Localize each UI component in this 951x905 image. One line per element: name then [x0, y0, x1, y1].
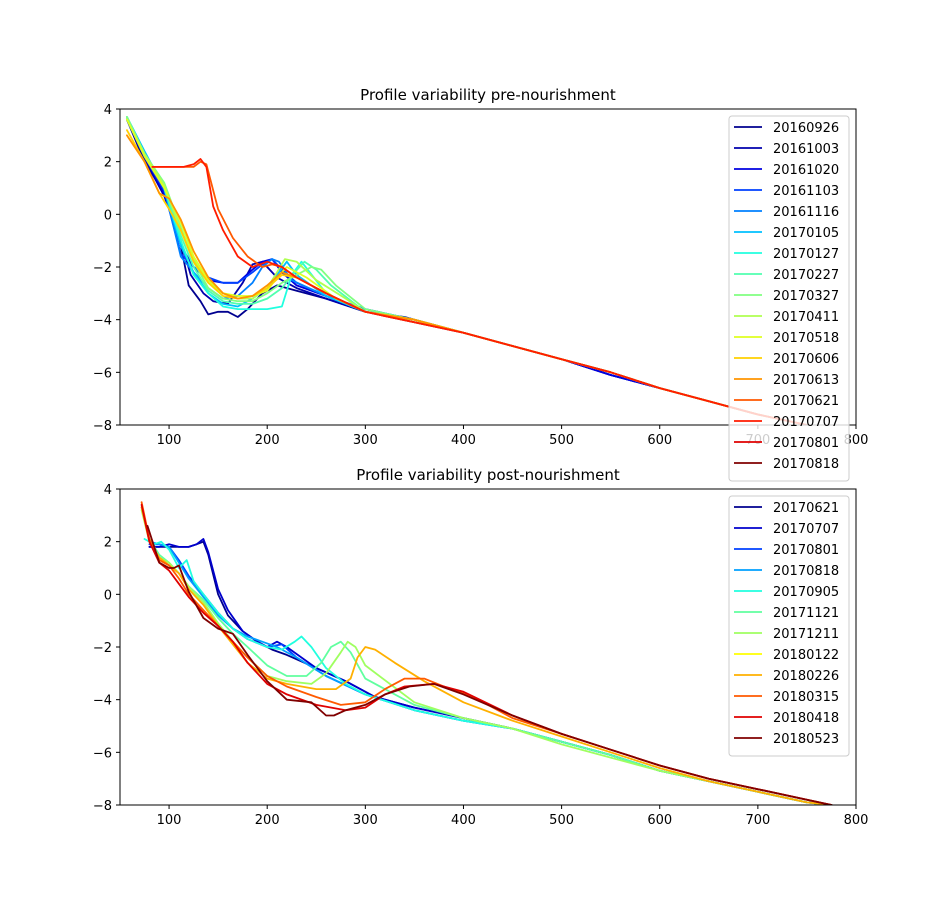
legend-label: 20180122 — [773, 648, 839, 663]
legend-label: 20170411 — [773, 310, 839, 325]
legend-label: 20170621 — [773, 394, 839, 409]
legend-label: 20170606 — [773, 352, 839, 367]
legend-label: 20161020 — [773, 163, 839, 178]
y-tick-label: 4 — [104, 483, 112, 498]
legend-label: 20170707 — [773, 522, 839, 537]
legend-label: 20170518 — [773, 331, 839, 346]
chart-title: Profile variability post-nourishment — [356, 466, 620, 484]
legend-label: 20170818 — [773, 564, 839, 579]
legend-label: 20170105 — [773, 226, 839, 241]
x-tick-label: 400 — [451, 813, 476, 828]
legend-label: 20170801 — [773, 543, 839, 558]
y-tick-label: −6 — [93, 746, 112, 761]
legend: 20160926 20161003 20161020 20161103 20161116… — [728, 115, 850, 482]
legend-label: 20170905 — [773, 585, 839, 600]
legend-label: 20161103 — [773, 184, 839, 199]
x-tick-label: 100 — [157, 813, 182, 828]
series-lines — [126, 116, 812, 425]
legend-label: 20170613 — [773, 373, 839, 388]
x-tick-label: 300 — [353, 433, 378, 448]
y-tick-label: −8 — [93, 799, 112, 814]
x-tick-label: 700 — [745, 813, 770, 828]
y-tick-label: −2 — [93, 641, 112, 656]
legend-label: 20160926 — [773, 121, 839, 136]
series-line-20180523 — [146, 525, 833, 805]
pre-nourishment-panel: 100200300400500600700800420−2−4−6−8Profi… — [93, 86, 869, 482]
x-tick-label: 800 — [844, 433, 869, 448]
legend-label: 20180418 — [773, 711, 839, 726]
x-tick-label: 200 — [255, 433, 280, 448]
legend: 20170621 20170707 20170801 20170818 20170905… — [728, 495, 850, 757]
legend-box — [728, 115, 850, 482]
series-line-20170707 — [151, 158, 812, 425]
x-tick-label: 100 — [157, 433, 182, 448]
legend-box — [728, 495, 850, 757]
legend-label: 20180315 — [773, 690, 839, 705]
y-tick-label: −4 — [93, 314, 112, 329]
x-tick-label: 300 — [353, 813, 378, 828]
x-tick-label: 500 — [549, 813, 574, 828]
legend-label: 20170227 — [773, 268, 839, 283]
y-tick-label: 0 — [104, 588, 112, 603]
series-lines — [140, 501, 833, 805]
y-tick-label: 0 — [104, 208, 112, 223]
x-tick-label: 800 — [844, 813, 869, 828]
chart-title: Profile variability pre-nourishment — [360, 86, 616, 104]
x-tick-label: 600 — [647, 433, 672, 448]
x-tick-label: 600 — [647, 813, 672, 828]
y-tick-label: 2 — [104, 536, 112, 551]
legend-label: 20170327 — [773, 289, 839, 304]
y-tick-label: −2 — [93, 261, 112, 276]
legend-label: 20170127 — [773, 247, 839, 262]
y-tick-label: −6 — [93, 366, 112, 381]
legend-label: 20161003 — [773, 142, 839, 157]
y-tick-label: 4 — [104, 103, 112, 118]
legend-label: 20161116 — [773, 205, 839, 220]
y-tick-label: −4 — [93, 694, 112, 709]
legend-label: 20170801 — [773, 436, 839, 451]
x-tick-label: 500 — [549, 433, 574, 448]
post-nourishment-panel: 100 200 300 400 500 600 700 800 4 2 0 −2 −4 −6 −8 Profi… — [93, 466, 869, 828]
legend-label: 20171211 — [773, 627, 839, 642]
legend-label: 20180226 — [773, 669, 839, 684]
legend-label: 20170621 — [773, 501, 839, 516]
legend-label: 20180523 — [773, 732, 839, 747]
x-tick-label: 400 — [451, 433, 476, 448]
legend-label: 20170818 — [773, 457, 839, 472]
legend-label: 20170707 — [773, 415, 839, 430]
y-tick-label: −8 — [93, 419, 112, 434]
legend-label: 20171121 — [773, 606, 839, 621]
y-tick-label: 2 — [104, 156, 112, 171]
x-tick-label: 200 — [255, 813, 280, 828]
